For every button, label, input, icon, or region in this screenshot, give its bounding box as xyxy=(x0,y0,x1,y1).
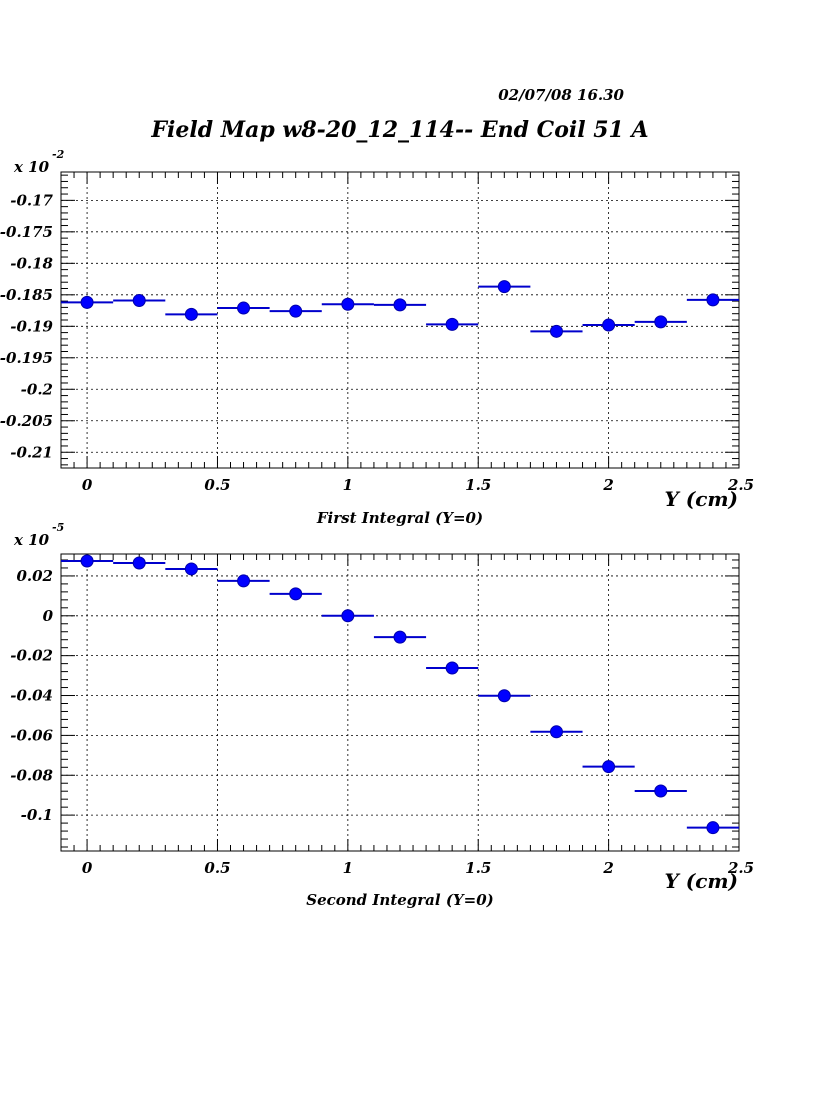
y-tick-label: -0.195 xyxy=(0,349,53,367)
data-point xyxy=(393,298,407,312)
y-tick-label: -0.1 xyxy=(21,806,53,824)
first-integral-plot: 0 0.5 1 1.5 2 2.5 -0.17 -0.175 -0.18 -0.185 -0.19 -… xyxy=(0,148,754,527)
data-point xyxy=(237,301,251,315)
data-point xyxy=(497,280,511,294)
data-point xyxy=(80,295,94,309)
x-tick-label: 2 xyxy=(602,476,613,494)
x-tick-label: 1 xyxy=(343,476,353,494)
x-tick-label: 0 xyxy=(82,476,93,494)
subplot-title: First Integral (Y=0) xyxy=(316,509,483,527)
y-tick-label: 0.02 xyxy=(16,567,53,585)
data-point xyxy=(341,609,355,623)
y-exponent-label: -2 xyxy=(52,148,65,161)
data-point xyxy=(445,317,459,331)
x-tick-label: 0 xyxy=(82,859,93,877)
data-point xyxy=(654,315,668,329)
x-tick-label: 1.5 xyxy=(465,859,491,877)
y-tick-label: -0.17 xyxy=(10,191,53,209)
y-multiplier-label: x 10 xyxy=(13,531,50,549)
x-axis-label: Y (cm) xyxy=(664,487,738,511)
x-tick-label: 2.5 xyxy=(727,476,754,494)
data-point xyxy=(341,297,355,311)
x-tick-label: 1.5 xyxy=(465,476,491,494)
x-tick-label: 0.5 xyxy=(204,859,230,877)
data-point xyxy=(289,587,303,601)
x-tick-label: 1 xyxy=(343,859,353,877)
y-tick-label: -0.08 xyxy=(10,766,53,784)
y-tick-label: -0.06 xyxy=(10,726,53,744)
y-multiplier-label: x 10 xyxy=(13,158,50,176)
y-tick-label: -0.18 xyxy=(10,254,53,272)
data-point xyxy=(602,318,616,332)
data-point xyxy=(184,307,198,321)
data-point xyxy=(654,784,668,798)
y-tick-label: -0.185 xyxy=(0,286,53,304)
plot-frame xyxy=(60,553,740,852)
y-exponent-label: -5 xyxy=(52,521,64,534)
y-tick-label: -0.205 xyxy=(0,412,53,430)
x-tick-label: 2 xyxy=(602,859,613,877)
data-point xyxy=(80,554,94,568)
y-tick-label: -0.19 xyxy=(10,317,53,335)
x-axis-label: Y (cm) xyxy=(664,869,738,893)
y-tick-label: 0 xyxy=(43,607,54,625)
data-point xyxy=(237,574,251,588)
subplot-title: Second Integral (Y=0) xyxy=(306,891,493,909)
y-tick-label: -0.21 xyxy=(10,443,53,461)
x-tick-label: 0.5 xyxy=(204,476,230,494)
plot-frame xyxy=(60,171,740,469)
timestamp: 02/07/08 16.30 xyxy=(498,86,624,104)
data-point xyxy=(445,661,459,675)
data-point xyxy=(289,304,303,318)
y-tick-label: -0.04 xyxy=(10,687,53,705)
figure-title: Field Map w8-20_12_114-- End Coil 51 A xyxy=(150,117,648,143)
data-point xyxy=(602,760,616,774)
y-tick-label: -0.2 xyxy=(21,380,53,398)
data-point xyxy=(497,689,511,703)
y-tick-label: -0.02 xyxy=(10,647,53,665)
x-tick-label: 2.5 xyxy=(727,859,754,877)
data-point xyxy=(549,725,563,739)
second-integral-plot: 0 0.5 1 1.5 2 2.5 0.02 0 -0.02 -0.04 -0.06 -0.08 -0.… xyxy=(10,521,754,909)
data-point xyxy=(132,556,146,570)
data-point xyxy=(706,293,720,307)
data-point xyxy=(393,630,407,644)
data-point xyxy=(184,562,198,576)
data-point xyxy=(549,324,563,338)
data-point xyxy=(706,821,720,835)
y-tick-label: -0.175 xyxy=(0,223,53,241)
data-point xyxy=(132,293,146,307)
